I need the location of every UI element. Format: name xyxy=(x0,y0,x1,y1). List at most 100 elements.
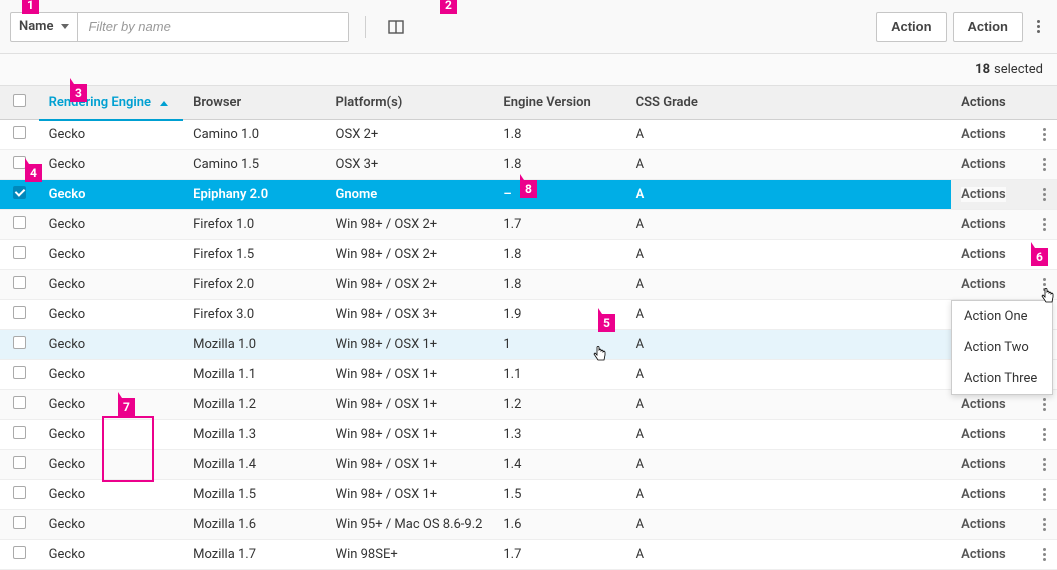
table-row[interactable]: GeckoFirefox 1.0Win 98+ / OSX 2+1.7AActi… xyxy=(0,210,1057,240)
row-checkbox[interactable] xyxy=(13,336,26,349)
row-checkbox[interactable] xyxy=(13,306,26,319)
cell-grade: A xyxy=(626,420,952,450)
row-actions-menu: Action One Action Two Action Three xyxy=(951,300,1053,395)
table-row[interactable]: GeckoFirefox 2.0Win 98+ / OSX 2+1.8AActi… xyxy=(0,270,1057,300)
cell-engine: Gecko xyxy=(39,120,183,150)
toolbar-overflow-button[interactable] xyxy=(1029,12,1047,42)
row-checkbox-cell[interactable] xyxy=(0,360,39,390)
cell-version: 1.4 xyxy=(493,450,625,480)
row-checkbox-cell[interactable] xyxy=(0,330,39,360)
menu-item-action-three[interactable]: Action Three xyxy=(952,363,1052,394)
cell-browser: Mozilla 1.6 xyxy=(183,510,325,540)
menu-item-action-one[interactable]: Action One xyxy=(952,301,1052,332)
toolbar-action-2-button[interactable]: Action xyxy=(953,12,1023,42)
cell-grade: A xyxy=(626,180,952,210)
row-actions-button[interactable]: Actions xyxy=(961,517,1006,532)
row-checkbox[interactable] xyxy=(13,246,26,259)
col-header-browser[interactable]: Browser xyxy=(183,86,325,120)
annotation-marker-1: 1 xyxy=(22,0,39,14)
row-checkbox[interactable] xyxy=(13,216,26,229)
row-checkbox-cell[interactable] xyxy=(0,480,39,510)
row-checkbox[interactable] xyxy=(13,426,26,439)
row-actions-button[interactable]: Actions xyxy=(961,247,1006,262)
row-checkbox[interactable] xyxy=(13,366,26,379)
select-all-checkbox[interactable] xyxy=(13,94,26,107)
row-actions-button[interactable]: Actions xyxy=(961,127,1006,142)
cell-browser: Camino 1.5 xyxy=(183,150,325,180)
row-checkbox[interactable] xyxy=(13,456,26,469)
row-overflow-button[interactable] xyxy=(1043,548,1047,561)
row-checkbox[interactable] xyxy=(13,276,26,289)
table-row[interactable]: GeckoMozilla 1.5Win 98+ / OSX 1+1.5AActi… xyxy=(0,480,1057,510)
row-checkbox-cell[interactable] xyxy=(0,420,39,450)
table-row[interactable]: GeckoFirefox 3.0Win 98+ / OSX 3+1.9AActi… xyxy=(0,300,1057,330)
table-row[interactable]: GeckoMozilla 1.0Win 98+ / OSX 1+1AAction… xyxy=(0,330,1057,360)
row-actions-button[interactable]: Actions xyxy=(961,547,1006,562)
menu-item-action-two[interactable]: Action Two xyxy=(952,332,1052,363)
table-row[interactable]: GeckoCamino 1.0OSX 2+1.8AActions xyxy=(0,120,1057,150)
row-checkbox-cell[interactable] xyxy=(0,210,39,240)
row-overflow-button[interactable] xyxy=(1043,188,1047,201)
row-checkbox-cell[interactable] xyxy=(0,450,39,480)
cell-grade: A xyxy=(626,540,952,570)
row-actions-button[interactable]: Actions xyxy=(961,487,1006,502)
cell-platform: Win 98+ / OSX 1+ xyxy=(326,360,494,390)
row-checkbox-cell[interactable] xyxy=(0,390,39,420)
table-row[interactable]: GeckoMozilla 1.4Win 98+ / OSX 1+1.4AActi… xyxy=(0,450,1057,480)
row-actions-button[interactable]: Actions xyxy=(961,277,1006,292)
row-actions-button[interactable]: Actions xyxy=(961,187,1006,202)
row-checkbox-cell[interactable] xyxy=(0,270,39,300)
row-overflow-button[interactable] xyxy=(1043,458,1047,471)
table-row[interactable]: GeckoCamino 1.5OSX 3+1.8AActions xyxy=(0,150,1057,180)
row-checkbox-cell[interactable] xyxy=(0,510,39,540)
row-checkbox[interactable] xyxy=(13,126,26,139)
row-actions-button[interactable]: Actions xyxy=(961,397,1006,412)
row-checkbox-cell[interactable] xyxy=(0,180,39,210)
row-overflow-button[interactable] xyxy=(1043,218,1047,231)
table-row[interactable]: GeckoMozilla 1.3Win 98+ / OSX 1+1.3AActi… xyxy=(0,420,1057,450)
row-checkbox[interactable] xyxy=(13,396,26,409)
row-actions-button[interactable]: Actions xyxy=(961,157,1006,172)
filter-input[interactable] xyxy=(78,13,348,41)
filter-field-select[interactable]: Name xyxy=(11,13,78,41)
cell-engine: Gecko xyxy=(39,480,183,510)
row-checkbox[interactable] xyxy=(13,186,26,199)
columns-toggle-button[interactable] xyxy=(382,13,410,41)
table-row[interactable]: GeckoMozilla 1.6Win 95+ / Mac OS 8.6-9.2… xyxy=(0,510,1057,540)
row-checkbox[interactable] xyxy=(13,546,26,559)
table-row[interactable]: GeckoMozilla 1.2Win 98+ / OSX 1+1.2AActi… xyxy=(0,390,1057,420)
row-overflow-button[interactable] xyxy=(1043,518,1047,531)
row-checkbox-cell[interactable] xyxy=(0,240,39,270)
select-all-header[interactable] xyxy=(0,86,39,120)
row-overflow-button[interactable] xyxy=(1043,278,1047,291)
col-header-engine[interactable]: Rendering Engine xyxy=(39,86,183,120)
row-kebab-cell xyxy=(1033,210,1057,240)
table-row[interactable]: GeckoMozilla 1.1Win 98+ / OSX 1+1.1AActi… xyxy=(0,360,1057,390)
col-header-kebab xyxy=(1033,86,1057,120)
row-actions-button[interactable]: Actions xyxy=(961,457,1006,472)
row-checkbox-cell[interactable] xyxy=(0,540,39,570)
row-actions-button[interactable]: Actions xyxy=(961,217,1006,232)
col-header-platform[interactable]: Platform(s) xyxy=(326,86,494,120)
row-checkbox[interactable] xyxy=(13,156,26,169)
cell-browser: Firefox 1.0 xyxy=(183,210,325,240)
row-overflow-button[interactable] xyxy=(1043,158,1047,171)
row-checkbox-cell[interactable] xyxy=(0,300,39,330)
row-checkbox[interactable] xyxy=(13,486,26,499)
col-header-grade[interactable]: CSS Grade xyxy=(626,86,952,120)
toolbar-action-1-button[interactable]: Action xyxy=(876,12,946,42)
row-overflow-button[interactable] xyxy=(1043,128,1047,141)
row-overflow-button[interactable] xyxy=(1043,488,1047,501)
row-actions-button[interactable]: Actions xyxy=(961,427,1006,442)
row-overflow-button[interactable] xyxy=(1043,398,1047,411)
table-row[interactable]: GeckoFirefox 1.5Win 98+ / OSX 2+1.8AActi… xyxy=(0,240,1057,270)
row-overflow-button[interactable] xyxy=(1043,428,1047,441)
row-checkbox[interactable] xyxy=(13,516,26,529)
table-row[interactable]: GeckoMozilla 1.7Win 98SE+1.7AActions xyxy=(0,540,1057,570)
row-checkbox-cell[interactable] xyxy=(0,120,39,150)
row-actions-cell: Actions xyxy=(951,180,1032,210)
cell-browser: Mozilla 1.7 xyxy=(183,540,325,570)
cell-engine: Gecko xyxy=(39,300,183,330)
row-kebab-cell xyxy=(1033,270,1057,300)
col-header-version[interactable]: Engine Version xyxy=(493,86,625,120)
